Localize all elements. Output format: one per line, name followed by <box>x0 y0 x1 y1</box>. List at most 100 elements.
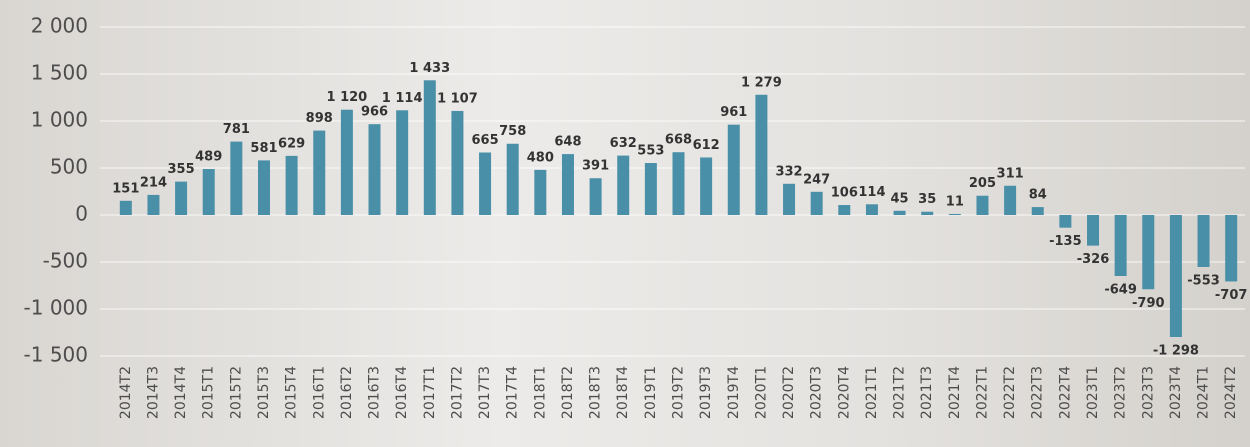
value-label: 665 <box>471 133 498 148</box>
value-label: 355 <box>168 162 195 177</box>
bar <box>755 94 768 215</box>
bar <box>506 143 519 215</box>
value-label: 629 <box>278 136 305 151</box>
value-label: 391 <box>582 159 609 174</box>
bar <box>285 155 298 215</box>
bar <box>423 80 436 215</box>
x-tick-label: 2017T1 <box>422 366 438 419</box>
bar <box>1142 215 1155 290</box>
x-tick-label: 2019T4 <box>726 366 742 419</box>
bar <box>700 157 713 215</box>
bar <box>1169 215 1182 338</box>
bar <box>1004 185 1017 215</box>
bar <box>948 213 961 215</box>
x-tick-label: 2022T3 <box>1030 366 1046 419</box>
bar <box>976 195 989 215</box>
x-tick-label: 2021T4 <box>947 366 963 419</box>
value-label: 1 120 <box>327 90 368 105</box>
bar <box>589 178 602 215</box>
x-tick-label: 2024T1 <box>1196 366 1212 419</box>
bar <box>202 169 215 215</box>
value-label: 898 <box>306 111 333 126</box>
y-tick-label: 1 500 <box>31 61 88 85</box>
x-tick-label: 2019T2 <box>671 366 687 419</box>
bar <box>672 152 685 215</box>
x-tick-label: 2023T1 <box>1085 366 1101 419</box>
x-tick-label: 2019T3 <box>698 366 714 419</box>
value-label: 1 114 <box>382 91 423 106</box>
bar <box>727 124 740 215</box>
x-tick-label: 2017T4 <box>505 366 521 419</box>
bar <box>340 109 353 215</box>
value-label: 648 <box>554 135 581 150</box>
bar <box>257 160 270 215</box>
value-label: 632 <box>610 136 637 151</box>
bar <box>893 210 906 215</box>
y-tick-label: 0 <box>75 202 88 226</box>
bar <box>921 211 934 215</box>
value-label: 205 <box>969 176 996 191</box>
x-tick-label: 2023T4 <box>1168 366 1184 419</box>
x-tick-label: 2016T1 <box>311 366 327 419</box>
value-label: 1 107 <box>437 91 478 106</box>
value-label: 214 <box>140 175 167 190</box>
bar <box>644 163 657 215</box>
value-label: 332 <box>775 164 802 179</box>
x-tick-label: 2018T4 <box>615 366 631 419</box>
x-tick-label: 2017T3 <box>477 366 493 419</box>
bar <box>561 154 574 215</box>
bar <box>865 204 878 215</box>
y-tick-label: 1 000 <box>31 108 88 132</box>
bar <box>617 155 630 215</box>
x-tick-label: 2014T4 <box>173 366 189 419</box>
x-tick-label: 2023T2 <box>1113 366 1129 419</box>
x-tick-label: 2021T1 <box>864 366 880 419</box>
value-label: 1 279 <box>741 75 782 90</box>
x-tick-label: 2018T1 <box>532 366 548 419</box>
x-tick-label: 2022T1 <box>974 366 990 419</box>
bar <box>230 141 243 215</box>
bar <box>147 194 160 215</box>
value-label: 480 <box>527 150 554 165</box>
bar <box>810 191 823 215</box>
value-label: 1 433 <box>409 61 450 76</box>
value-label: -1 298 <box>1153 344 1199 359</box>
x-tick-label: 2014T3 <box>145 366 161 419</box>
bar <box>479 152 492 215</box>
x-tick-label: 2016T2 <box>339 366 355 419</box>
x-tick-label: 2020T1 <box>753 366 769 419</box>
value-label: 11 <box>946 194 964 209</box>
value-label: -790 <box>1132 296 1165 311</box>
x-tick-label: 2017T2 <box>449 366 465 419</box>
y-tick-label: -500 <box>43 249 88 273</box>
bar <box>1225 215 1238 282</box>
x-tick-label: 2015T4 <box>284 366 300 419</box>
x-tick-label: 2016T3 <box>367 366 383 419</box>
x-tick-label: 2015T3 <box>256 366 272 419</box>
bar <box>1031 207 1044 215</box>
value-label: 489 <box>195 150 222 165</box>
bar <box>1114 215 1127 277</box>
value-label: -649 <box>1104 283 1137 298</box>
x-tick-label: 2024T2 <box>1223 366 1239 419</box>
bar <box>313 130 326 215</box>
bar <box>838 205 851 215</box>
value-label: 151 <box>112 181 139 196</box>
x-tick-label: 2018T2 <box>560 366 576 419</box>
x-tick-label: 2023T3 <box>1140 366 1156 419</box>
value-label: -326 <box>1077 252 1110 267</box>
x-tick-label: 2021T3 <box>919 366 935 419</box>
value-label: 581 <box>250 141 277 156</box>
bar <box>396 110 409 215</box>
x-tick-label: 2014T2 <box>118 366 134 419</box>
value-label: 247 <box>803 172 830 187</box>
y-tick-label: -1 500 <box>24 343 88 367</box>
bar <box>534 169 547 215</box>
x-tick-label: 2015T2 <box>228 366 244 419</box>
x-tick-label: 2020T4 <box>836 366 852 419</box>
x-tick-label: 2020T2 <box>781 366 797 419</box>
x-tick-label: 2015T1 <box>201 366 217 419</box>
x-tick-label: 2021T2 <box>892 366 908 419</box>
value-label: 114 <box>858 185 885 200</box>
